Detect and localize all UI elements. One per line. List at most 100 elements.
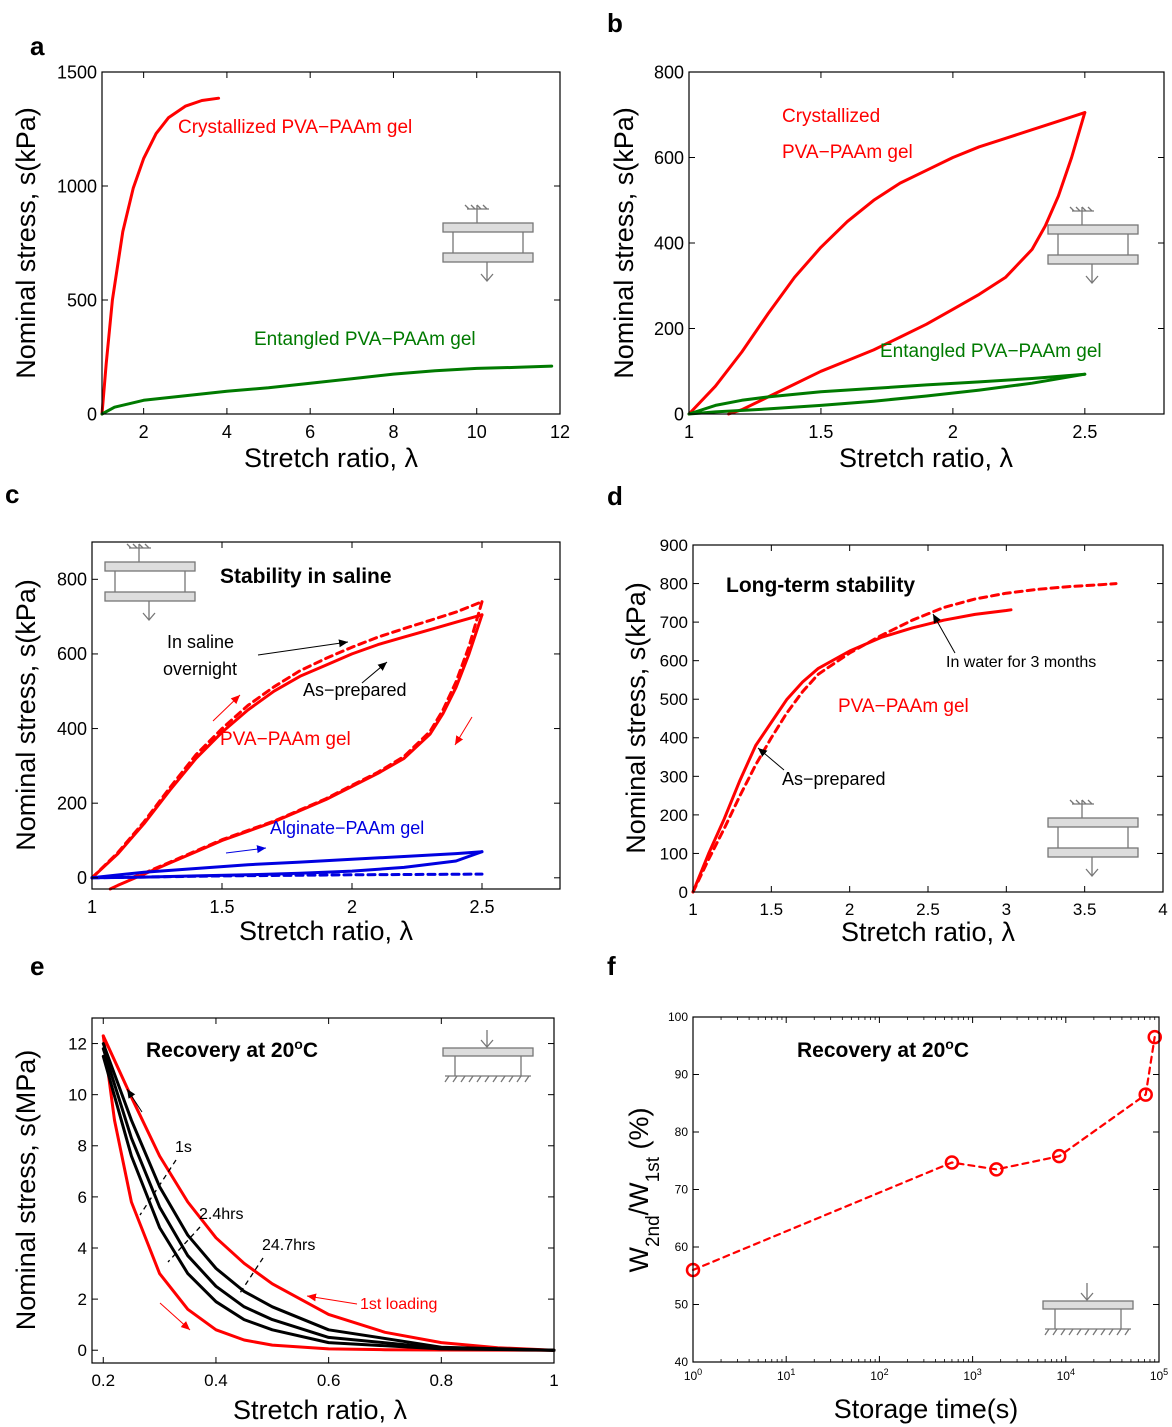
xlabel-a: Stretch ratio, λ	[244, 443, 419, 473]
series-a-1	[100, 364, 554, 416]
ytick-label-f-4: 80	[675, 1125, 689, 1139]
arrow-e-1st	[306, 1293, 358, 1305]
ytick-label-d-3: 300	[660, 767, 688, 786]
annot-a-entangled: Entangled PVA−PAAm gel	[254, 329, 476, 350]
tension-fixture-icon	[1047, 799, 1139, 877]
panel-b: 1 1.5 2 2.5 0 200 400 600 800 Stretch ratio, λ N…	[609, 62, 1165, 473]
panel-letter-b: b	[607, 8, 623, 38]
ytick-label-f-5: 90	[675, 1068, 689, 1082]
series-d-1	[691, 582, 1118, 894]
ylabel-a: Nominal stress, s(kPa)	[11, 107, 41, 379]
annot-c-pva: PVA−PAAm gel	[220, 729, 351, 750]
xtick-label-d-5: 3.5	[1073, 900, 1097, 919]
ytick-label-c-2: 400	[57, 719, 87, 739]
ytick-label-d-6: 600	[660, 652, 688, 671]
annot-c-alginate: Alginate−PAAm gel	[270, 818, 424, 838]
ytick-label-d-7: 700	[660, 613, 688, 632]
annot-d-asprepared: As−prepared	[782, 769, 886, 789]
ytick-label-b-0: 0	[674, 404, 684, 424]
ytick-label-a-1: 500	[67, 290, 97, 310]
plot-frame-c	[91, 541, 561, 890]
annot-c-saline-2: overnight	[163, 659, 237, 679]
xlabel-e: Stretch ratio, λ	[233, 1395, 408, 1425]
annot-c-saline-1: In saline	[167, 632, 234, 652]
series-e-0	[101, 1034, 556, 1352]
series-a-0	[100, 96, 221, 416]
annot-d-water: In water for 3 months	[946, 654, 1096, 671]
series-b-1	[727, 111, 1087, 416]
xlabel-f: Storage time(s)	[834, 1394, 1019, 1424]
annot-e-1s: 1s	[175, 1139, 192, 1156]
series-d-0	[691, 608, 1013, 894]
ylabel-c: Nominal stress, s(kPa)	[11, 579, 41, 851]
ytick-label-c-1: 200	[57, 793, 87, 813]
panel-f: 100 101 102 103 104 105 40 50 60 70 80 90 100 Storag…	[624, 1010, 1168, 1424]
ytick-label-d-9: 900	[660, 536, 688, 555]
panel-c: 1 1.5 2 2.5 0 200 400 600 800 Stretch ratio, λ N…	[11, 541, 561, 946]
ytick-label-e-0: 0	[78, 1341, 87, 1360]
xlabel-b: Stretch ratio, λ	[839, 443, 1014, 473]
xtick-label-a-1: 4	[222, 422, 232, 442]
ytick-label-b-4: 800	[654, 62, 684, 82]
chart-title-d: Long-term stability	[726, 574, 915, 597]
annot-a-crystallized: Crystallized PVA−PAAm gel	[178, 117, 412, 138]
compression-fixture-icon	[442, 1030, 534, 1083]
arrow-c-asprepared	[361, 661, 388, 684]
xtick-label-f-4: 104	[1057, 1367, 1075, 1383]
ytick-label-f-6: 100	[668, 1010, 688, 1024]
marker-f-2	[989, 1162, 1004, 1177]
xtick-label-b-3: 2.5	[1072, 422, 1097, 442]
chart-title-e: Recovery at 20oC	[146, 1036, 318, 1062]
ylabel-f: W2nd/W1st (%)	[624, 1107, 664, 1272]
panel-a: 2 4 6 8 10 12 0 500 1000 1500 Stretch ratio, λ No…	[11, 62, 570, 473]
xtick-label-d-6: 4	[1158, 900, 1167, 919]
xtick-label-c-0: 1	[87, 897, 97, 917]
xtick-label-a-2: 6	[305, 422, 315, 442]
annot-b-entangled: Entangled PVA−PAAm gel	[880, 341, 1102, 362]
leader-e-247hrs	[239, 1257, 264, 1294]
ytick-label-b-3: 600	[654, 148, 684, 168]
xtick-label-f-0: 100	[684, 1367, 702, 1383]
ytick-label-e-5: 10	[68, 1086, 87, 1105]
chart-title-c: Stability in saline	[220, 565, 392, 588]
xtick-label-c-1: 1.5	[209, 897, 234, 917]
xtick-label-a-4: 10	[467, 422, 487, 442]
series-b-3	[687, 372, 1087, 416]
xtick-label-c-3: 2.5	[469, 897, 494, 917]
series-b-2	[687, 372, 1087, 416]
ytick-label-b-2: 400	[654, 233, 684, 253]
ytick-label-c-0: 0	[77, 868, 87, 888]
ytick-label-d-4: 400	[660, 729, 688, 748]
annot-c-asprepared: As−prepared	[303, 680, 407, 700]
panel-letter-d: d	[607, 481, 623, 511]
plot-frame-d	[692, 544, 1164, 893]
xtick-label-f-3: 103	[963, 1367, 981, 1383]
series-e-2	[101, 1054, 556, 1352]
ytick-label-c-4: 800	[57, 570, 87, 590]
xtick-label-e-1: 0.4	[204, 1371, 228, 1390]
series-c-5	[90, 850, 484, 880]
marker-f-1	[944, 1155, 960, 1170]
tension-fixture-icon	[104, 543, 196, 621]
plot-frame-a	[101, 71, 561, 415]
arrow-e-down	[159, 1302, 191, 1331]
ytick-label-e-1: 2	[78, 1290, 87, 1309]
tension-fixture-icon	[442, 204, 534, 282]
arrow-e-up	[126, 1088, 143, 1113]
ytick-label-e-6: 12	[68, 1035, 87, 1054]
ylabel-e: Nominal stress, s(MPa)	[11, 1050, 41, 1331]
tension-fixture-icon	[1047, 206, 1139, 284]
xtick-label-d-1: 1.5	[760, 900, 784, 919]
xtick-label-e-4: 1	[549, 1371, 558, 1390]
xtick-label-b-0: 1	[684, 422, 694, 442]
arrow-d-asprepared	[757, 747, 785, 771]
xtick-label-a-0: 2	[139, 422, 149, 442]
annot-e-1st: 1st loading	[360, 1296, 437, 1313]
ytick-label-f-3: 70	[675, 1183, 689, 1197]
arrow-c-alg-load	[225, 845, 267, 854]
xtick-label-a-3: 8	[388, 422, 398, 442]
xtick-label-b-2: 2	[948, 422, 958, 442]
ytick-label-e-3: 6	[78, 1188, 87, 1207]
